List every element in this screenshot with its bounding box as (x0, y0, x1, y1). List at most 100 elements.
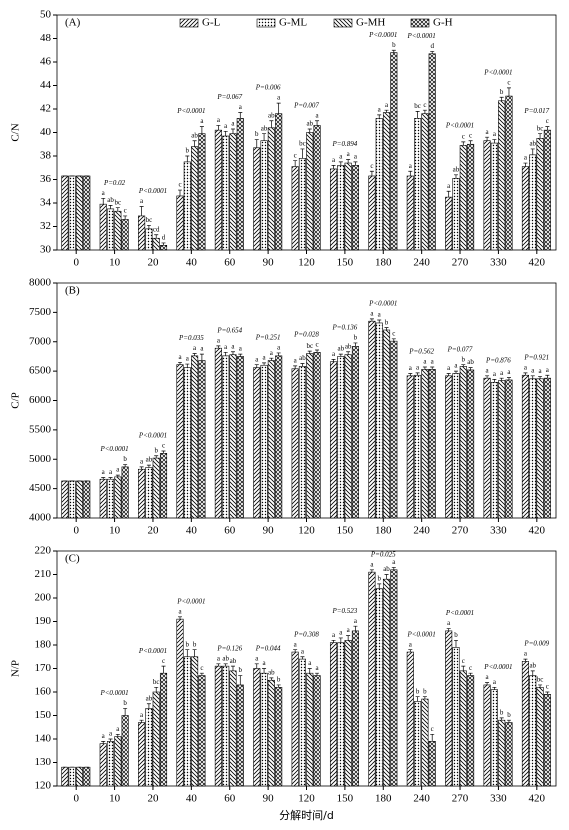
bar (498, 380, 506, 519)
x-tick-label: 10 (109, 793, 121, 805)
significance-letter: c (392, 329, 395, 337)
significance-letter: a (255, 654, 259, 662)
significance-letter: ab (306, 120, 313, 128)
significance-letter: a (116, 466, 120, 474)
bar (222, 135, 230, 251)
error-bar (300, 656, 305, 660)
significance-letter: b (500, 708, 504, 716)
error-bar (545, 691, 550, 695)
bar (75, 175, 83, 251)
error-bar (468, 140, 473, 145)
x-tick-label: 150 (337, 793, 354, 805)
bar (159, 245, 168, 251)
bar (428, 369, 436, 519)
bar (382, 329, 391, 519)
significance-letter: a (409, 640, 413, 648)
significance-letter: ab (268, 111, 275, 119)
bar (83, 766, 91, 787)
bar (68, 175, 76, 251)
x-tick-label: 20 (147, 793, 159, 805)
p-value: P=0.921 (523, 353, 549, 361)
error-bar (369, 318, 374, 322)
x-tick-label: 60 (224, 257, 236, 269)
error-bar (307, 350, 312, 354)
bar (138, 468, 146, 519)
bar (313, 125, 321, 251)
error-bar (530, 148, 535, 155)
p-value: P=0.562 (408, 348, 434, 356)
bar (68, 480, 76, 519)
y-tick-label: 6000 (29, 394, 52, 406)
error-bar (353, 161, 358, 166)
x-tick-label: 90 (263, 793, 275, 805)
bar (306, 672, 314, 787)
error-bar (338, 637, 343, 643)
significance-letter: a (454, 362, 458, 370)
significance-letter: b (239, 666, 243, 674)
bar (121, 219, 129, 251)
error-bar (415, 696, 420, 702)
bar (382, 112, 391, 251)
bar (505, 95, 513, 251)
error-bar (461, 665, 466, 671)
p-value: P=0.006 (255, 84, 281, 92)
error-bar (338, 161, 343, 166)
bar (298, 158, 307, 251)
error-bar (262, 133, 267, 141)
significance-letter: ab (467, 358, 474, 366)
bar (390, 569, 398, 787)
error-bar (123, 708, 128, 716)
x-tick-label: 40 (186, 525, 198, 537)
error-bar (115, 733, 120, 737)
significance-letter: a (486, 366, 490, 374)
error-bar (230, 351, 235, 355)
significance-letter: a (493, 130, 497, 138)
legend-swatch (333, 18, 353, 28)
y-tick-label: 160 (35, 686, 52, 698)
bar (536, 378, 544, 519)
bar (191, 355, 199, 519)
bar (452, 178, 460, 251)
y-axis-label: N/P (10, 660, 22, 677)
x-tick-label: 240 (413, 257, 430, 269)
error-bar (315, 349, 320, 353)
bar (313, 675, 321, 787)
bar (313, 352, 321, 519)
significance-letter: b (500, 88, 504, 96)
error-bar (139, 466, 144, 470)
significance-letter: a (524, 363, 528, 371)
x-tick-label: 90 (263, 257, 275, 269)
bar (183, 656, 191, 787)
error-bar (254, 663, 259, 669)
significance-letter: a (447, 364, 451, 372)
error-bar (523, 372, 528, 376)
significance-letter: b (186, 640, 190, 648)
bar (267, 127, 275, 251)
significance-letter: b (416, 687, 420, 695)
p-value: P<0.0001 (176, 597, 205, 605)
bar (222, 665, 230, 787)
error-bar (262, 362, 267, 366)
error-bar (108, 738, 113, 742)
bar (145, 228, 153, 251)
error-bar (192, 353, 197, 356)
error-bar (523, 658, 528, 662)
x-tick-label: 180 (375, 257, 392, 269)
y-tick-label: 6500 (29, 365, 52, 377)
error-bar (238, 112, 243, 119)
significance-letter: ab (146, 694, 153, 702)
bar (337, 642, 345, 787)
error-bar (485, 136, 490, 141)
bar (198, 675, 206, 787)
y-tick-label: 30 (40, 244, 52, 256)
bar (267, 360, 275, 519)
error-bar (492, 686, 497, 690)
p-value: P=0.136 (332, 324, 358, 332)
bar (498, 719, 506, 787)
significance-letter: bc (115, 198, 122, 206)
y-tick-label: 4000 (29, 512, 52, 524)
x-tick-label: 20 (147, 525, 159, 537)
bar (61, 766, 69, 787)
bar (298, 658, 307, 787)
significance-letter: a (277, 344, 281, 352)
